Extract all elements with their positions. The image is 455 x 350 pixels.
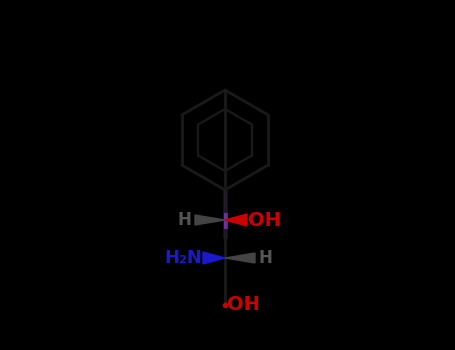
Text: OH: OH (248, 210, 281, 230)
Text: I: I (221, 213, 229, 233)
Polygon shape (195, 215, 225, 225)
Text: H: H (177, 211, 191, 229)
Text: OH: OH (227, 295, 260, 315)
Polygon shape (225, 214, 247, 226)
Polygon shape (225, 253, 255, 263)
Text: H: H (259, 249, 273, 267)
Polygon shape (203, 252, 225, 264)
Text: H₂N: H₂N (164, 249, 202, 267)
